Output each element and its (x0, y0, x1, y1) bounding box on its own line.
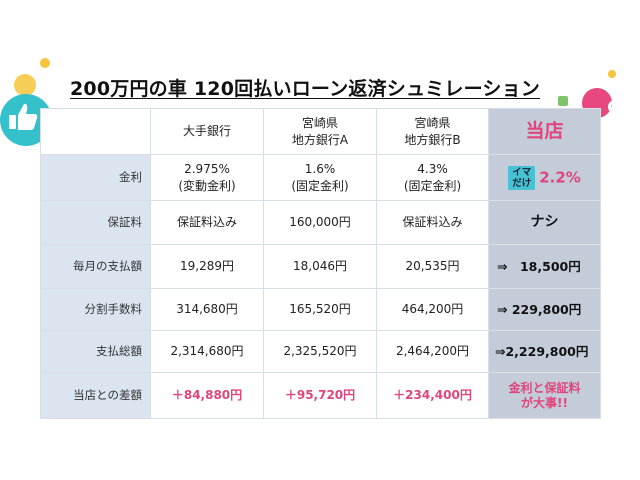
col-header-local-bank-a: 宮崎県地方銀行A (263, 108, 377, 155)
row-fee: 分割手数料 314,680円 165,520円 464,200円 ⇒ 229,8… (40, 288, 601, 331)
limited-time-badge: イマ だけ (508, 165, 536, 190)
store-header: 当店 (525, 119, 564, 142)
col-header-line: 大手銀行 (182, 124, 231, 138)
row-label: 保証料 (40, 200, 151, 245)
table-cell: 20,535円 (376, 244, 489, 289)
store-cell: ナシ (488, 200, 601, 245)
store-interest-cell: イマ だけ 2.2% (488, 154, 601, 201)
header-row: 大手銀行 宮崎県地方銀行A 宮崎県地方銀行B 当店 (40, 108, 601, 155)
row-label: 金利 (40, 154, 151, 201)
row-difference: 当店との差額 ＋84,880円 ＋95,720円 ＋234,400円 金利と保証… (40, 372, 601, 419)
table-cell: 保証料込み (376, 200, 489, 245)
table-cell: 2.975% (変動金利) (150, 154, 264, 201)
decor-yellow-circle-3 (608, 70, 616, 78)
row-label: 支払総額 (40, 330, 151, 373)
loan-comparison-table: 大手銀行 宮崎県地方銀行A 宮崎県地方銀行B 当店 金利 2.975% (変動金… (40, 108, 601, 419)
table-cell: 4.3% (固定金利) (376, 154, 489, 201)
store-cell: ⇒ 18,500円 (488, 244, 601, 289)
table-cell: 2,464,200円 (376, 330, 489, 373)
row-label: 毎月の支払額 (40, 244, 151, 289)
col-header-line: 地方銀行B (404, 132, 461, 147)
row-total: 支払総額 2,314,680円 2,325,520円 2,464,200円 ⇒2… (40, 330, 601, 373)
corner-cell (40, 108, 151, 155)
decor-pink-ring (608, 100, 622, 114)
row-label: 分割手数料 (40, 288, 151, 331)
col-header-local-bank-b: 宮崎県地方銀行B (376, 108, 489, 155)
store-rate: 2.2% (539, 168, 581, 186)
table-cell: 19,289円 (150, 244, 264, 289)
decor-yellow-circle-2 (14, 74, 36, 96)
table-cell: 18,046円 (263, 244, 377, 289)
table-cell: 464,200円 (376, 288, 489, 331)
col-header-major-bank: 大手銀行 (150, 108, 264, 155)
row-label: 当店との差額 (40, 372, 151, 419)
store-cell: ⇒ 229,800円 (488, 288, 601, 331)
table-cell: 保証料込み (150, 200, 264, 245)
table-cell: 165,520円 (263, 288, 377, 331)
col-header-store: 当店 (488, 108, 601, 155)
table-cell: 1.6% (固定金利) (263, 154, 377, 201)
row-interest: 金利 2.975% (変動金利) 1.6% (固定金利) 4.3% (固定金利)… (40, 154, 601, 201)
col-header-line: 地方銀行A (291, 132, 349, 147)
table-cell: ＋95,720円 (263, 372, 377, 419)
page-title: 200万円の車 120回払いローン返済シュミレーション (70, 78, 541, 100)
table-cell: ＋84,880円 (150, 372, 264, 419)
row-monthly: 毎月の支払額 19,289円 18,046円 20,535円 ⇒ 18,500円 (40, 244, 601, 289)
store-cell: ⇒2,229,800円 (488, 330, 601, 373)
store-note-cell: 金利と保証料 が大事!! (488, 372, 601, 419)
table-cell: 2,314,680円 (150, 330, 264, 373)
decor-green-dot (558, 96, 568, 106)
table-cell: ＋234,400円 (376, 372, 489, 419)
decor-yellow-circle-1 (40, 58, 50, 68)
col-header-line: 宮崎県 (301, 115, 338, 130)
table-cell: 160,000円 (263, 200, 377, 245)
row-guarantee: 保証料 保証料込み 160,000円 保証料込み ナシ (40, 200, 601, 245)
table-cell: 2,325,520円 (263, 330, 377, 373)
thumbs-up-icon (6, 100, 40, 138)
col-header-line: 宮崎県 (414, 115, 451, 130)
table-cell: 314,680円 (150, 288, 264, 331)
